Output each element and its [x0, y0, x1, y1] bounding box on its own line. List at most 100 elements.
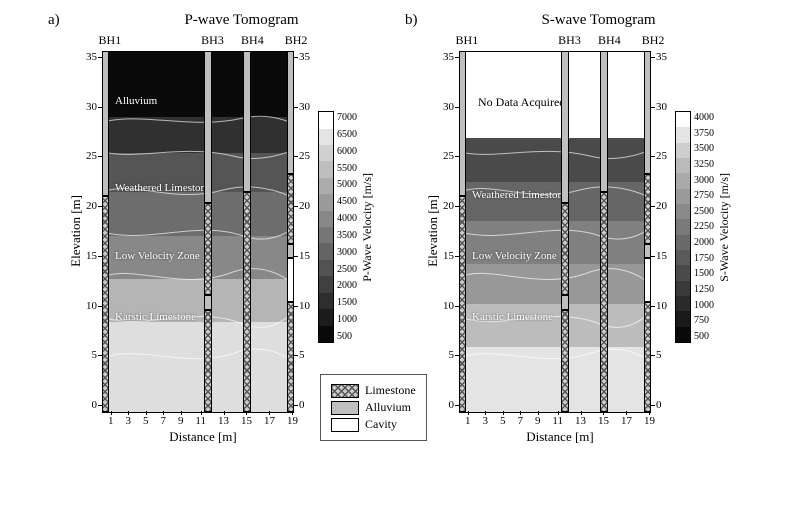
tomogram-plot: AlluviumWeathered LimestoneLow Velocity …	[102, 51, 294, 413]
x-tick: 13	[575, 415, 586, 427]
colorbar-tick: 5500	[337, 163, 357, 174]
colorbar-tick: 3000	[694, 175, 714, 186]
colorbar-tick: 4000	[337, 213, 357, 224]
borehole-segment-alluvium	[287, 244, 294, 259]
colorbar-tick: 4000	[694, 112, 714, 123]
y-tick: 35	[86, 51, 102, 63]
borehole-segment-alluvium	[459, 51, 466, 196]
legend-swatch-cavity	[331, 418, 359, 432]
borehole-label-row: BH1BH3BH4BH2	[465, 33, 655, 51]
y-tick: 5	[651, 349, 667, 361]
borehole-segment-limestone	[561, 310, 569, 412]
panel-title: P-wave Tomogram	[108, 12, 375, 29]
borehole-label-row: BH1BH3BH4BH2	[108, 33, 298, 51]
legend-label: Limestone	[365, 383, 416, 398]
x-tick: 15	[598, 415, 609, 427]
y-tick: 20	[294, 200, 310, 212]
borehole-label: BH1	[456, 33, 479, 48]
no-data-label: No Data Acquired	[478, 95, 565, 110]
colorbar-tick: 2000	[337, 280, 357, 291]
colorbar-tick: 2750	[694, 190, 714, 201]
borehole-segment-limestone	[243, 192, 251, 412]
y-tick: 30	[651, 101, 667, 113]
colorbar-tick: 2250	[694, 221, 714, 232]
colorbar-tick: 2000	[694, 237, 714, 248]
borehole-label: BH2	[285, 33, 308, 48]
x-tick: 3	[482, 415, 488, 427]
borehole-segment-limestone	[102, 196, 109, 412]
legend-swatch-alluvium	[331, 401, 359, 415]
borehole-segment-alluvium	[287, 51, 294, 174]
borehole-segment-limestone	[204, 310, 212, 412]
x-tick: 5	[143, 415, 149, 427]
colorbar-tick: 5000	[337, 179, 357, 190]
borehole-column	[204, 51, 212, 413]
x-tick: 1	[465, 415, 471, 427]
y-tick: 15	[443, 250, 459, 262]
panel-label: a)	[48, 12, 60, 29]
y-tick: 25	[294, 150, 310, 162]
borehole-segment-limestone	[287, 174, 294, 244]
borehole-label: BH3	[558, 33, 581, 48]
colorbar-tick: 2500	[337, 264, 357, 275]
x-tick: 17	[264, 415, 275, 427]
borehole-segment-alluvium	[644, 244, 651, 259]
colorbar-label: S-Wave Velocity [m/s]	[717, 173, 732, 282]
y-tick: 15	[86, 250, 102, 262]
x-tick: 9	[178, 415, 184, 427]
colorbar-tick: 1750	[694, 253, 714, 264]
y-tick: 30	[86, 101, 102, 113]
y-tick: 10	[294, 300, 310, 312]
colorbar: 4000375035003250300027502500225020001750…	[675, 111, 732, 343]
y-axis-label: Elevation [m]	[425, 195, 441, 267]
region-label: Weathered Limestone	[115, 182, 211, 194]
borehole-segment-alluvium	[600, 51, 608, 192]
y-tick: 15	[651, 250, 667, 262]
colorbar-tick: 1000	[694, 300, 714, 311]
y-tick: 35	[443, 51, 459, 63]
colorbar-tick: 4500	[337, 196, 357, 207]
borehole-column	[459, 51, 466, 413]
borehole-segment-alluvium	[561, 51, 569, 203]
colorbar-tick: 3500	[694, 143, 714, 154]
x-tick: 7	[160, 415, 166, 427]
colorbar-tick: 3750	[694, 128, 714, 139]
borehole-segment-cavity	[287, 258, 294, 302]
borehole-segment-limestone	[287, 302, 294, 412]
y-tick: 5	[294, 349, 310, 361]
y-tick: 25	[443, 150, 459, 162]
region-label: Karstic Limestone	[472, 311, 553, 323]
borehole-segment-alluvium	[561, 295, 569, 310]
colorbar-tick: 3000	[337, 247, 357, 258]
colorbar-label: P-Wave Velocity [m/s]	[360, 173, 375, 282]
legend-label: Alluvium	[365, 400, 411, 415]
borehole-label: BH4	[241, 33, 264, 48]
y-tick: 20	[86, 200, 102, 212]
borehole-label: BH2	[642, 33, 665, 48]
panel-label: b)	[405, 12, 418, 29]
colorbar-tick: 750	[694, 315, 714, 326]
colorbar-tick: 1500	[694, 268, 714, 279]
y-tick: 0	[651, 399, 667, 411]
y-tick: 0	[86, 399, 102, 411]
colorbar-tick: 1250	[694, 284, 714, 295]
y-tick: 25	[651, 150, 667, 162]
colorbar-tick: 7000	[337, 112, 357, 123]
x-tick: 9	[535, 415, 541, 427]
legend-item: Alluvium	[331, 400, 416, 415]
borehole-segment-alluvium	[204, 295, 212, 310]
y-tick: 0	[294, 399, 310, 411]
legend-label: Cavity	[365, 417, 397, 432]
panel-1: b)S-wave TomogramBH1BH3BH4BH2Elevation […	[425, 12, 732, 445]
colorbar-tick: 500	[337, 331, 357, 342]
y-tick: 30	[294, 101, 310, 113]
y-tick: 10	[651, 300, 667, 312]
x-tick: 13	[218, 415, 229, 427]
borehole-segment-alluvium	[644, 51, 651, 174]
legend-item: Cavity	[331, 417, 416, 432]
x-tick: 19	[644, 415, 655, 427]
x-tick: 5	[500, 415, 506, 427]
x-axis-label: Distance [m]	[108, 429, 298, 445]
legend-swatch-limestone	[331, 384, 359, 398]
colorbar: 7000650060005500500045004000350030002500…	[318, 111, 375, 343]
